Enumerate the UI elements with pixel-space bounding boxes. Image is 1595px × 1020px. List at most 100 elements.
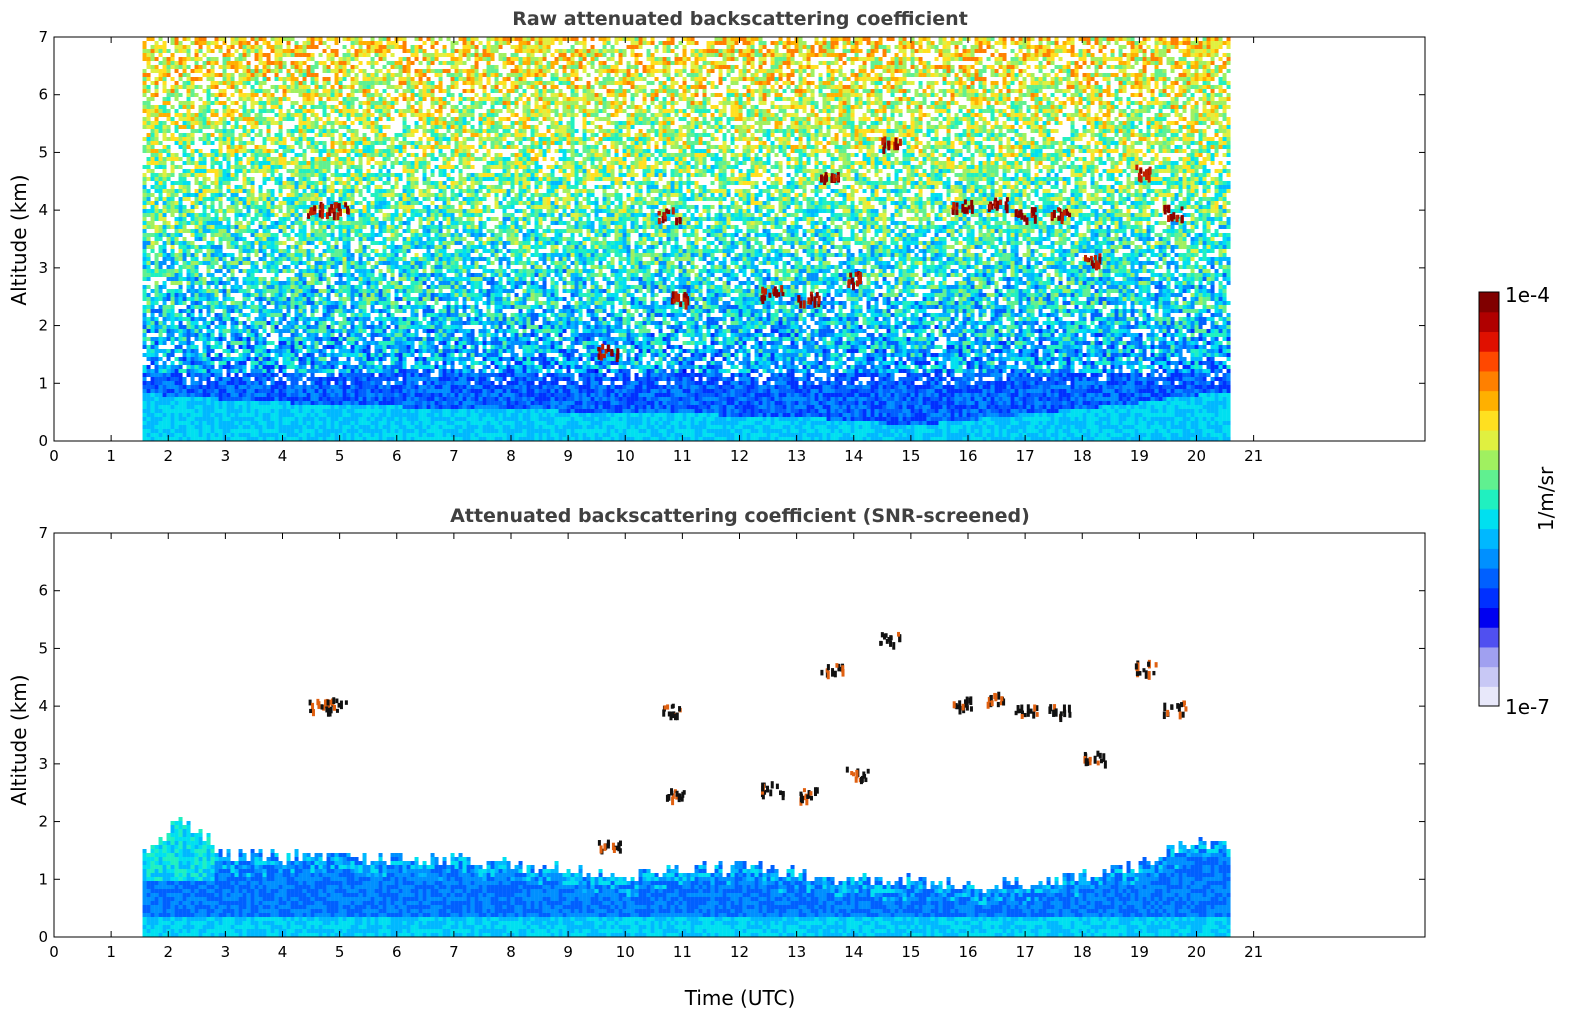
x-tick-label: 12 [730,943,749,961]
cloud-patch [1102,753,1105,762]
colorbar-min-label: 1e-7 [1505,695,1550,719]
cloud-patch [309,211,312,215]
cloud-patch [334,202,337,209]
cloud-patch [600,845,603,853]
cloud-patch [771,781,774,788]
cloud-patch [999,200,1002,206]
cloud-patch [831,668,834,677]
cloud-patch [768,293,771,298]
colorbar-segment [1479,627,1499,647]
colorbar-segment [1479,391,1499,411]
cloud-patch [674,296,677,301]
cloud-patch [855,770,858,775]
x-tick-label: 2 [163,447,173,465]
cloud-patch [782,791,785,797]
bottom-panel: Attenuated backscattering coefficient (S… [7,505,1425,1010]
cloud-patch [1179,711,1182,719]
colorbar-segment [1479,529,1499,549]
cloud-patch [991,700,994,706]
x-tick-label: 19 [1130,447,1149,465]
cloud-patch [803,788,806,792]
cloud-patch [678,217,681,223]
colorbar-segment [1479,588,1499,608]
cloud-patch [810,796,813,801]
cloud-patch [997,702,1000,707]
x-tick-label: 5 [335,447,345,465]
cloud-patch [883,136,886,142]
x-tick-label: 21 [1244,447,1263,465]
x-tick-label: 9 [563,447,573,465]
cloud-patch [672,207,675,214]
cloud-patch [677,294,680,302]
cloud-patch [899,139,902,146]
cloud-patch [1055,708,1058,716]
cloud-patch [1147,662,1150,667]
x-tick-label: 6 [392,943,402,961]
cloud-patch [886,639,889,644]
cloud-patch [970,200,973,206]
x-tick-label: 16 [958,943,977,961]
cloud-patch [1170,704,1173,709]
cloud-patch [889,641,892,647]
cloud-patch [1184,706,1187,711]
cloud-patch [803,300,806,308]
cloud-patch [1181,215,1184,223]
cloud-patch [658,211,661,215]
cloud-patch [1167,206,1170,212]
cloud-patch [681,792,684,798]
cloud-patch [846,767,849,773]
cloud-patch [600,354,603,361]
cloud-patch [952,210,955,215]
cloud-patch [344,202,347,207]
cloud-patch [897,632,900,637]
cloud-patch [610,349,613,356]
colorbar-segment [1479,351,1499,371]
cloud-patch [672,704,675,708]
cloud-patch [810,294,813,301]
x-tick-label: 19 [1130,943,1149,961]
cloud-patch [847,281,850,288]
x-tick-label: 12 [730,447,749,465]
top-panel-plot-area: 0 1 2 3 4 5 6 7 8 9 10 11 12 13 14 15 16 17 18 19 20 21012345… [38,28,1425,465]
cloud-patch [836,175,839,181]
cloud-patch [970,706,973,711]
cloud-patch [964,199,967,204]
x-tick-label: 2 [163,943,173,961]
cloud-patch [335,699,338,704]
x-tick-label: 4 [278,447,288,465]
x-tick-label: 7 [449,943,459,961]
cloud-patch [780,285,783,292]
figure: Raw attenuated backscattering coefficien… [0,0,1595,1020]
cloud-patch [1097,263,1100,270]
backscatter-field [143,37,1231,441]
cloud-patch [779,790,782,795]
cloud-patch [1138,173,1141,182]
y-tick-label: 4 [38,201,48,219]
x-tick-label: 8 [506,943,516,961]
cloud-patch [814,296,817,301]
x-tick-label: 1 [106,943,116,961]
x-tick-label: 3 [221,943,231,961]
cloud-patch [325,706,328,712]
cloud-patch [994,693,997,701]
colorbar-segment [1479,410,1499,430]
cloud-patch [684,299,687,305]
x-tick-label: 4 [278,943,288,961]
cloud-patch [841,665,844,672]
x-tick-label: 10 [616,447,635,465]
cloud-patch [666,704,669,709]
cloud-patch [820,175,823,183]
bottom-panel-title: Attenuated backscattering coefficient (S… [450,505,1030,527]
x-tick-label: 13 [787,943,806,961]
cloud-patch [952,202,955,210]
cloud-patch [1176,215,1179,222]
colorbar-segment [1479,371,1499,391]
colorbar-segment [1479,548,1499,568]
cloud-patch [1097,761,1100,766]
cloud-patch [675,291,678,297]
cloud-patch [968,205,971,209]
cloud-patch [1020,705,1023,714]
cloud-patch [1148,671,1151,680]
cloud-layer [309,632,1188,855]
colorbar-segment [1479,647,1499,667]
